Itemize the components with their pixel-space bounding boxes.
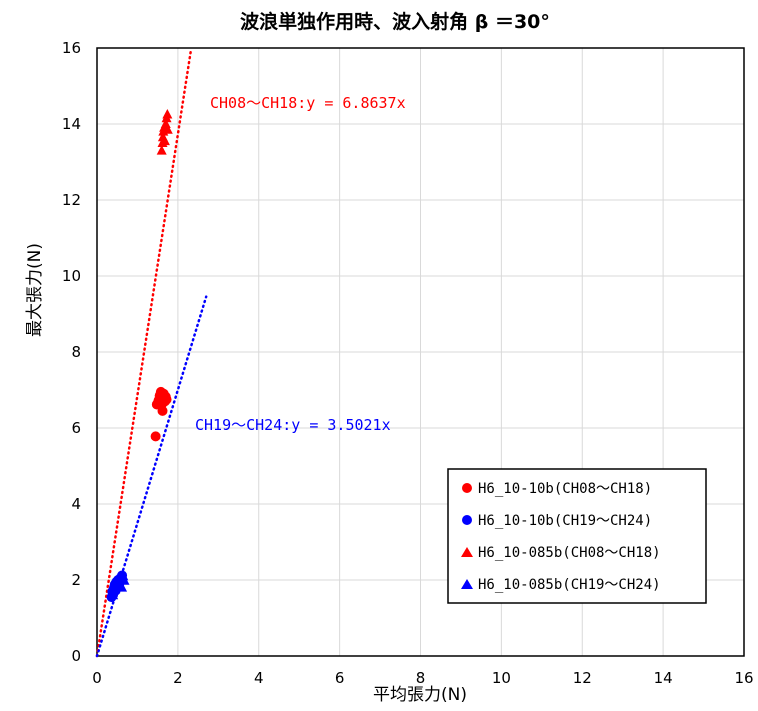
x-tick-label: 2 bbox=[173, 669, 183, 687]
y-tick-label: 4 bbox=[71, 495, 81, 513]
x-tick-label: 6 bbox=[335, 669, 345, 687]
data-point bbox=[162, 124, 173, 134]
data-point bbox=[157, 405, 168, 416]
data-point bbox=[159, 135, 170, 146]
x-tick-label: 4 bbox=[254, 669, 264, 687]
x-tick-label: 10 bbox=[492, 669, 511, 687]
trendline-label-ch08-ch18: CH08～CH18:y = 6.8637x bbox=[210, 94, 406, 112]
legend: H6_10-10b(CH08～CH18) H6_10-10b(CH19～CH24… bbox=[447, 468, 707, 604]
legend-entry-2: H6_10-10b(CH19～CH24) bbox=[478, 513, 652, 529]
data-point bbox=[150, 431, 161, 442]
data-points bbox=[106, 109, 173, 603]
x-tick-label: 16 bbox=[734, 669, 753, 687]
trendline-label-ch19-ch24: CH19～CH24:y = 3.5021x bbox=[195, 416, 391, 434]
data-point bbox=[117, 582, 128, 592]
legend-box bbox=[447, 468, 707, 604]
grid bbox=[96, 47, 745, 657]
data-point bbox=[156, 145, 167, 155]
data-point bbox=[108, 589, 119, 600]
y-tick-label: 0 bbox=[71, 647, 81, 665]
x-tick-label: 12 bbox=[573, 669, 592, 687]
legend-entry-3: H6_10-085b(CH08～CH18) bbox=[478, 545, 661, 561]
y-tick-label: 12 bbox=[62, 191, 81, 209]
legend-marker-blue-circle bbox=[462, 515, 472, 525]
x-tick-label: 8 bbox=[416, 669, 426, 687]
plot-area bbox=[96, 47, 745, 657]
tick-labels: 0 2 4 6 8 10 12 14 16 0 2 4 6 8 10 12 14 16 bbox=[62, 39, 754, 687]
x-tick-label: 0 bbox=[92, 669, 102, 687]
y-tick-label: 16 bbox=[62, 39, 81, 57]
x-axis-title: 平均張力(N) bbox=[373, 685, 467, 705]
legend-marker-red-circle bbox=[462, 483, 472, 493]
y-tick-label: 2 bbox=[71, 571, 81, 589]
data-point bbox=[119, 575, 130, 585]
legend-marker-red-triangle bbox=[461, 547, 473, 557]
data-point bbox=[161, 394, 172, 405]
trendline bbox=[95, 295, 208, 658]
legend-entry-4: H6_10-085b(CH19～CH24) bbox=[478, 577, 661, 593]
y-tick-label: 14 bbox=[62, 115, 81, 133]
data-point bbox=[162, 109, 173, 119]
y-tick-label: 6 bbox=[71, 419, 81, 437]
chart-title: 波浪単独作用時、波入射角 β ＝30° bbox=[240, 10, 550, 33]
x-tick-label: 14 bbox=[654, 669, 673, 687]
legend-marker-blue-triangle bbox=[461, 579, 473, 589]
y-axis-title: 最大張力(N) bbox=[25, 243, 45, 337]
y-tick-label: 10 bbox=[62, 267, 81, 285]
legend-entry-1: H6_10-10b(CH08～CH18) bbox=[478, 481, 652, 497]
y-tick-label: 8 bbox=[71, 343, 81, 361]
